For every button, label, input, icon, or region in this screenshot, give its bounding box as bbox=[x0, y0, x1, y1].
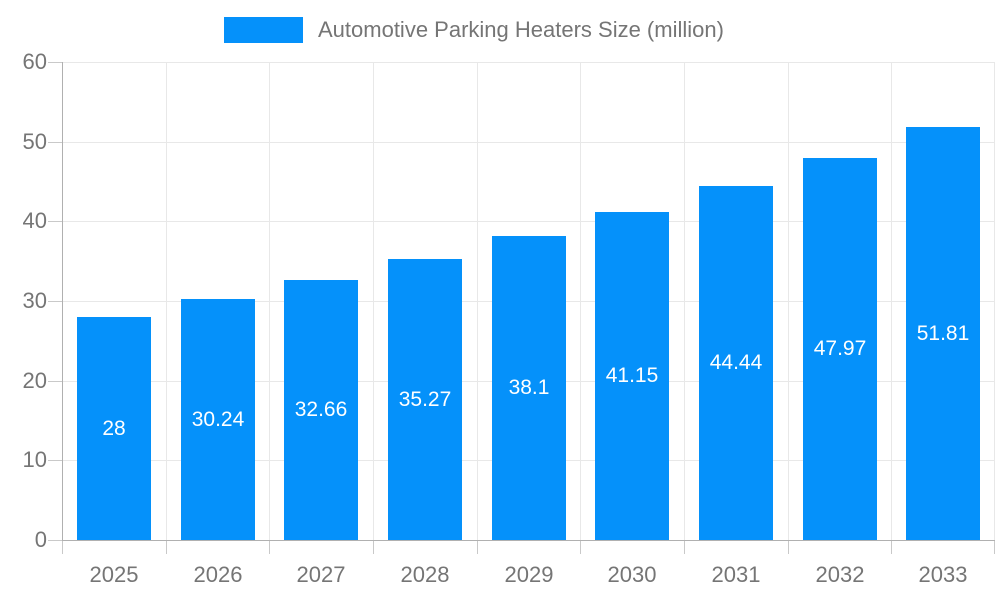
y-axis-label: 20 bbox=[22, 368, 47, 393]
y-gridline bbox=[62, 62, 995, 63]
y-axis-tick bbox=[48, 460, 62, 461]
y-axis-tick bbox=[48, 142, 62, 143]
x-gridline bbox=[788, 62, 789, 540]
x-axis-label: 2031 bbox=[711, 562, 761, 587]
legend-swatch bbox=[224, 17, 303, 43]
y-axis-tick bbox=[48, 381, 62, 382]
x-axis-label: 2027 bbox=[296, 562, 346, 587]
y-axis-tick bbox=[48, 62, 62, 63]
y-axis-tick bbox=[48, 221, 62, 222]
bar: 44.44 bbox=[699, 186, 773, 540]
y-axis-label: 0 bbox=[34, 527, 47, 552]
x-axis-tick bbox=[477, 541, 478, 554]
bar-value-label: 32.66 bbox=[294, 398, 348, 421]
bar: 35.27 bbox=[388, 259, 462, 540]
y-axis-tick bbox=[48, 301, 62, 302]
x-axis-label: 2032 bbox=[815, 562, 865, 587]
bar-value-label: 44.44 bbox=[709, 351, 763, 374]
bar: 28 bbox=[77, 317, 151, 540]
x-axis-tick bbox=[788, 541, 789, 554]
bar-value-label: 41.15 bbox=[605, 364, 659, 387]
x-axis-label: 2029 bbox=[504, 562, 554, 587]
x-gridline bbox=[373, 62, 374, 540]
y-gridline bbox=[62, 142, 995, 143]
plot-area: 28 30.24 32.66 35.27 38.1 41.15 44.44 47.97 51.8… bbox=[62, 62, 995, 540]
y-axis-label: 50 bbox=[22, 129, 47, 154]
x-axis-tick bbox=[373, 541, 374, 554]
y-axis-tick bbox=[48, 540, 62, 541]
y-axis-label: 10 bbox=[22, 447, 47, 472]
x-gridline bbox=[580, 62, 581, 540]
bar-value-label: 38.1 bbox=[508, 376, 550, 399]
bar: 47.97 bbox=[803, 158, 877, 540]
bar-value-label: 28 bbox=[102, 416, 126, 440]
y-axis-label: 30 bbox=[22, 288, 47, 313]
legend-item[interactable]: Automotive Parking Heaters Size (million… bbox=[224, 17, 724, 43]
x-axis-tick bbox=[580, 541, 581, 554]
bar: 32.66 bbox=[284, 280, 358, 540]
x-axis-tick bbox=[62, 541, 63, 554]
y-gridline bbox=[62, 221, 995, 222]
x-axis-tick bbox=[684, 541, 685, 554]
x-axis-label: 2030 bbox=[607, 562, 657, 587]
x-axis-label: 2028 bbox=[400, 562, 450, 587]
bar: 51.81 bbox=[906, 127, 980, 540]
x-gridline bbox=[269, 62, 270, 540]
x-axis-tick bbox=[166, 541, 167, 554]
y-axis-label: 40 bbox=[22, 208, 47, 233]
x-axis-label: 2033 bbox=[918, 562, 968, 587]
x-axis-label: 2026 bbox=[193, 562, 243, 587]
bar: 30.24 bbox=[181, 299, 255, 540]
x-gridline bbox=[684, 62, 685, 540]
bar-value-label: 35.27 bbox=[398, 387, 452, 411]
bar-value-label: 51.81 bbox=[916, 321, 970, 345]
x-axis-tick bbox=[269, 541, 270, 554]
x-axis-tick bbox=[994, 541, 995, 554]
y-axis-line bbox=[62, 62, 63, 540]
x-gridline bbox=[166, 62, 167, 540]
bar-value-label: 30.24 bbox=[191, 407, 245, 431]
bar-value-label: 47.97 bbox=[813, 337, 867, 360]
y-axis-label: 60 bbox=[22, 49, 47, 74]
x-axis-line bbox=[62, 540, 995, 541]
bar: 41.15 bbox=[595, 212, 669, 540]
x-gridline bbox=[891, 62, 892, 540]
x-gridline bbox=[994, 62, 995, 540]
x-axis-tick bbox=[891, 541, 892, 554]
x-gridline bbox=[477, 62, 478, 540]
legend-label: Automotive Parking Heaters Size (million… bbox=[318, 17, 724, 42]
x-axis-label: 2025 bbox=[89, 562, 139, 587]
bar: 38.1 bbox=[492, 236, 566, 540]
